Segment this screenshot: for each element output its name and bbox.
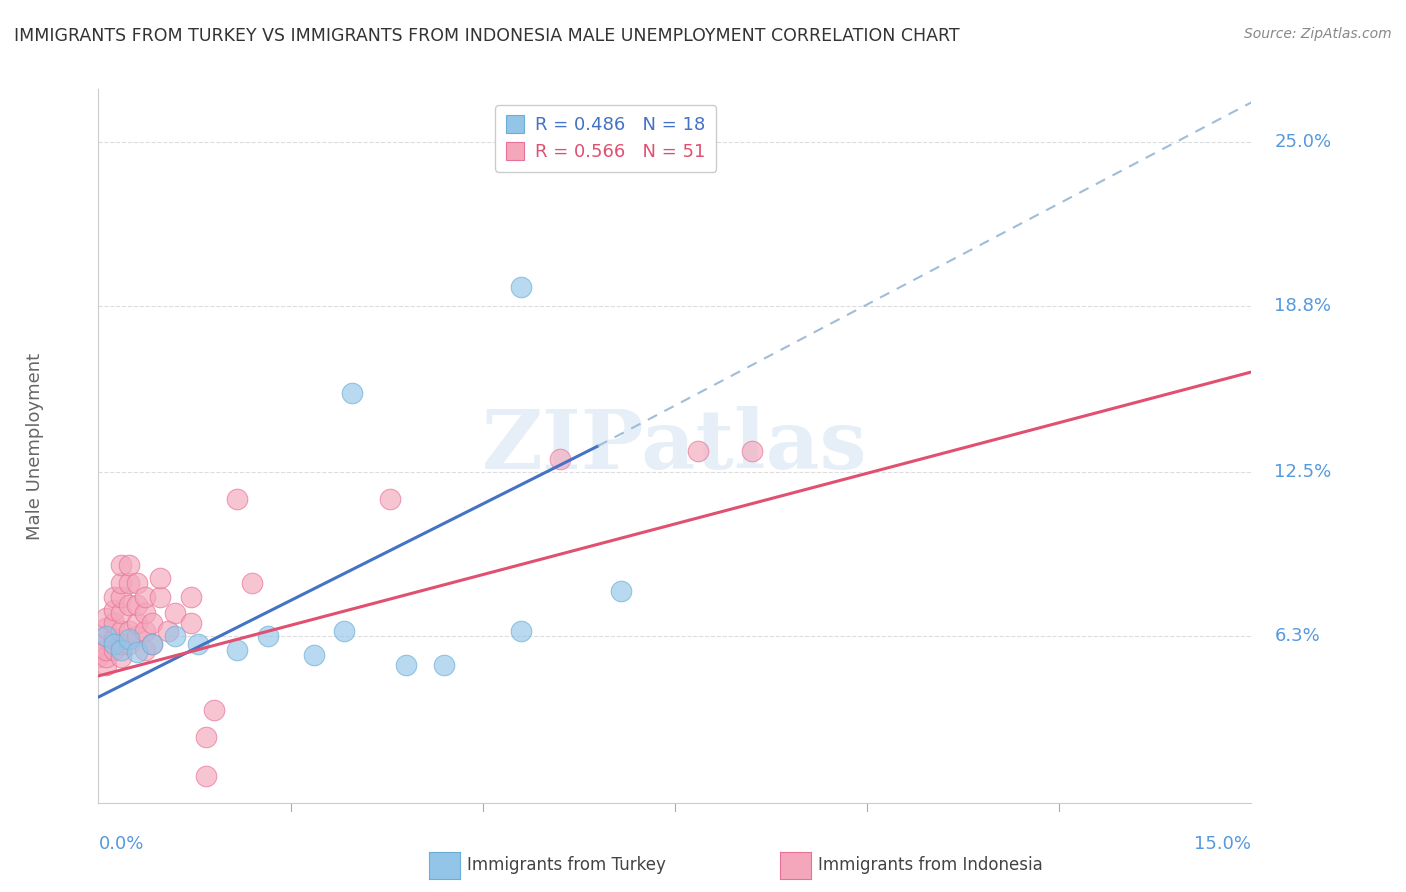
Point (187, 637, 209, 651)
Point (110, 650, 132, 665)
Point (94, 621, 117, 635)
Point (125, 598, 148, 612)
Point (149, 571, 172, 585)
Text: 6.3%: 6.3% (1274, 627, 1320, 645)
Point (165, 629, 187, 643)
Point (118, 637, 141, 651)
Point (225, 491, 247, 506)
Point (118, 624, 141, 638)
Text: IMMIGRANTS FROM TURKEY VS IMMIGRANTS FROM INDONESIA MALE UNEMPLOYMENT CORRELATIO: IMMIGRANTS FROM TURKEY VS IMMIGRANTS FRO… (14, 27, 960, 45)
Point (110, 590, 132, 604)
Point (202, 703, 225, 717)
Point (340, 386, 363, 401)
Point (686, 444, 709, 458)
Point (103, 590, 125, 604)
Text: 0.0%: 0.0% (98, 835, 143, 853)
Point (610, 584, 633, 599)
Point (149, 590, 172, 604)
Point (94, 650, 117, 665)
Legend: R = 0.486   N = 18, R = 0.566   N = 51: R = 0.486 N = 18, R = 0.566 N = 51 (495, 105, 716, 172)
Text: 25.0%: 25.0% (1274, 133, 1331, 151)
Point (87, 650, 110, 665)
Point (333, 624, 356, 638)
Point (256, 629, 278, 643)
Point (125, 645, 148, 659)
Point (141, 616, 163, 631)
Point (103, 637, 125, 651)
Point (240, 576, 263, 591)
Point (118, 598, 141, 612)
Point (125, 576, 148, 591)
Point (110, 642, 132, 657)
Point (165, 606, 187, 620)
Point (110, 576, 132, 591)
Point (134, 590, 156, 604)
Point (118, 558, 141, 572)
Point (141, 637, 163, 651)
Point (134, 606, 156, 620)
Point (141, 637, 163, 651)
Point (134, 624, 156, 638)
Point (118, 632, 141, 646)
Point (110, 606, 132, 620)
Point (510, 280, 533, 294)
Point (94, 629, 117, 643)
Point (125, 629, 148, 643)
Text: Immigrants from Turkey: Immigrants from Turkey (467, 856, 665, 874)
Text: Source: ZipAtlas.com: Source: ZipAtlas.com (1244, 27, 1392, 41)
Point (118, 576, 141, 591)
Point (103, 603, 125, 617)
Point (125, 616, 148, 631)
Point (94, 629, 117, 643)
Point (110, 637, 132, 651)
Point (87, 637, 110, 651)
Point (134, 642, 156, 657)
Point (195, 730, 218, 744)
Point (302, 648, 325, 662)
Point (110, 624, 132, 638)
Text: 12.5%: 12.5% (1274, 464, 1331, 482)
Text: Male Unemployment: Male Unemployment (25, 352, 44, 540)
Point (395, 658, 418, 673)
Point (103, 642, 125, 657)
Text: 15.0%: 15.0% (1194, 835, 1251, 853)
Point (87, 645, 110, 659)
Point (103, 616, 125, 631)
Text: 18.8%: 18.8% (1274, 297, 1331, 315)
Text: ZIPatlas: ZIPatlas (482, 406, 868, 486)
Point (741, 444, 763, 458)
Point (94, 611, 117, 625)
Point (94, 658, 117, 673)
Point (180, 616, 202, 631)
Point (103, 632, 125, 646)
Point (225, 642, 247, 657)
Point (110, 558, 132, 572)
Point (195, 769, 218, 783)
Point (380, 491, 402, 506)
Text: Immigrants from Indonesia: Immigrants from Indonesia (818, 856, 1043, 874)
Point (94, 642, 117, 657)
Point (510, 624, 533, 638)
Point (180, 590, 202, 604)
Point (433, 658, 456, 673)
Point (156, 624, 179, 638)
Point (548, 452, 571, 467)
